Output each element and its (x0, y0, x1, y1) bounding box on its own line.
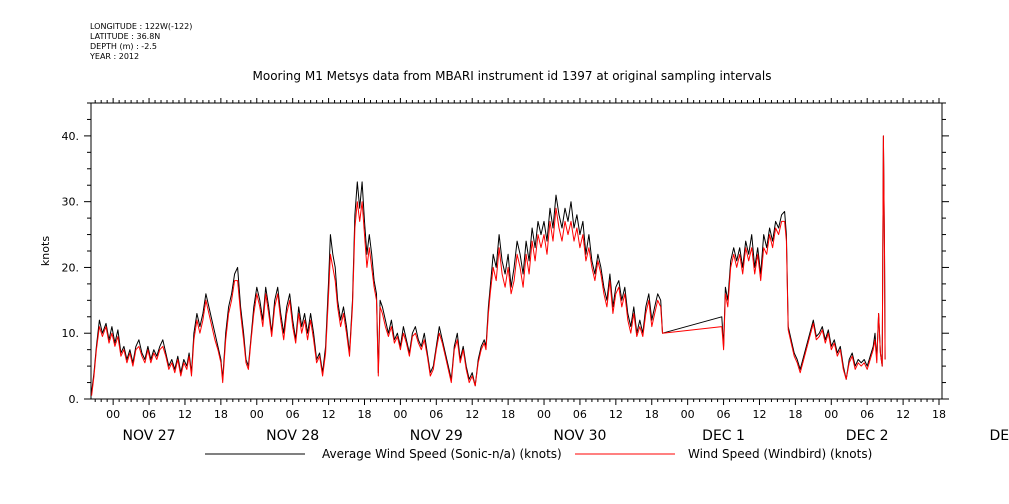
legend-label-windbird-wind-speed: Wind Speed (Windbird) (knots) (688, 447, 872, 461)
x-day-label: NOV 27 (123, 428, 176, 444)
x-hour-tick-label: 06 (573, 408, 587, 421)
x-hour-tick-label: 06 (286, 408, 300, 421)
x-hour-tick-label: 18 (357, 408, 371, 421)
y-tick-label: 20. (62, 261, 80, 274)
x-hour-tick-label: 12 (752, 408, 766, 421)
metadata-depth: DEPTH (m) : -2.5 (90, 42, 157, 51)
legend-label-average-wind-speed: Average Wind Speed (Sonic-n/a) (knots) (322, 447, 562, 461)
x-hour-tick-label: 06 (717, 408, 731, 421)
x-day-label: NOV 28 (266, 428, 319, 444)
x-hour-tick-label: 18 (501, 408, 515, 421)
metadata-latitude: LATITUDE : 36.8N (90, 32, 160, 41)
metadata-longitude: LONGITUDE : 122W(-122) (90, 22, 192, 31)
x-hour-tick-label: 18 (645, 408, 659, 421)
chart-title: Mooring M1 Metsys data from MBARI instru… (253, 69, 772, 83)
x-hour-tick-label: 18 (932, 408, 946, 421)
x-day-label: NOV 29 (410, 428, 463, 444)
metadata-block: LONGITUDE : 122W(-122) LATITUDE : 36.8N … (89, 22, 192, 61)
x-hour-tick-label: 00 (681, 408, 695, 421)
y-tick-label: 40. (62, 130, 80, 143)
x-hour-tick-label: 06 (860, 408, 874, 421)
y-tick-label: 10. (62, 327, 80, 340)
x-hour-tick-label: 12 (609, 408, 623, 421)
legend: Average Wind Speed (Sonic-n/a) (knots) W… (205, 447, 872, 461)
x-day-label: DEC 2 (846, 428, 889, 444)
series-layer (91, 135, 886, 396)
x-hour-tick-label: 00 (393, 408, 407, 421)
x-hour-tick-label: 06 (429, 408, 443, 421)
y-axis-label: knots (39, 236, 52, 266)
axis-labels: 0. 10. 20. 30. 40. 00 06 12 18 00 06 12 18 00 06 12 18 00… (62, 130, 1009, 444)
x-hour-tick-label: 00 (537, 408, 551, 421)
x-hour-tick-label: 00 (250, 408, 264, 421)
x-day-label: DEC 3 (989, 428, 1009, 444)
series-line-windbird-wind-speed (91, 135, 886, 396)
x-hour-tick-label: 00 (106, 408, 120, 421)
x-hour-tick-label: 18 (214, 408, 228, 421)
x-hour-tick-label: 18 (788, 408, 802, 421)
axis-ticks (84, 98, 949, 405)
x-hour-tick-label: 00 (824, 408, 838, 421)
x-day-label: DEC 1 (702, 428, 745, 444)
metadata-year: YEAR : 2012 (89, 52, 139, 61)
x-day-label: NOV 30 (553, 428, 606, 444)
series-line-average-wind-speed (91, 135, 886, 393)
x-hour-tick-label: 12 (322, 408, 336, 421)
x-hour-tick-label: 12 (896, 408, 910, 421)
x-hour-tick-label: 12 (178, 408, 192, 421)
y-tick-label: 0. (69, 393, 80, 406)
y-tick-label: 30. (62, 196, 80, 209)
x-hour-tick-label: 06 (142, 408, 156, 421)
x-hour-tick-label: 12 (465, 408, 479, 421)
